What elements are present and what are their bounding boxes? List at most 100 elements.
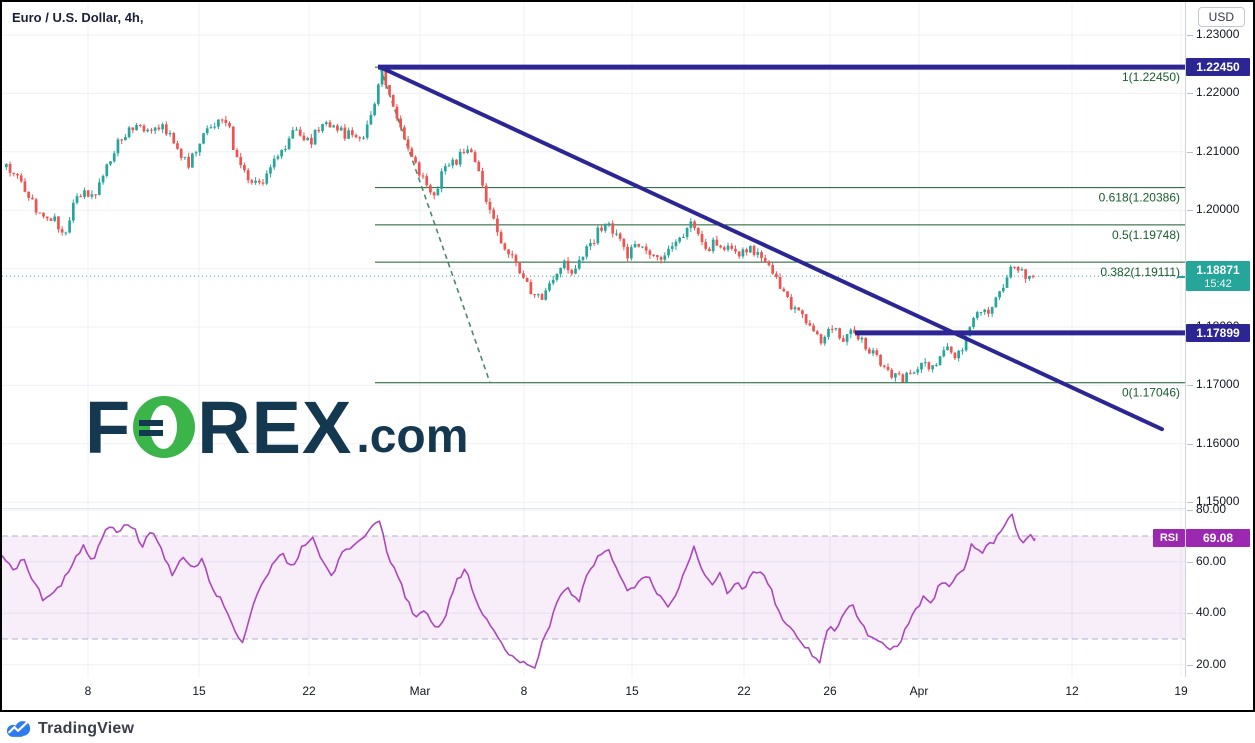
candle-body: [793, 307, 797, 310]
candle-body: [261, 182, 265, 184]
fib-level-label: 1(1.22450): [1122, 70, 1180, 84]
candle-body: [436, 188, 440, 196]
candle-body: [425, 176, 429, 186]
candle-body: [868, 349, 871, 354]
candle-body: [391, 94, 395, 107]
candle-body: [722, 247, 726, 250]
candle-body: [949, 346, 953, 353]
candle-body: [57, 216, 60, 230]
candle-body: [533, 294, 536, 296]
candle-body: [659, 257, 663, 260]
candle-body: [276, 156, 280, 159]
candle-body: [172, 133, 176, 144]
candle-body: [86, 190, 90, 197]
candle-body: [1028, 275, 1031, 279]
candle-body: [380, 68, 384, 85]
candle-body: [804, 314, 808, 324]
candle-body: [678, 237, 682, 242]
symbol-title: Euro / U.S. Dollar, 4h,: [12, 10, 144, 25]
candle-body: [596, 227, 600, 244]
candle-body: [354, 135, 358, 138]
last-price-value: 1.18871: [1196, 263, 1240, 278]
candle-body: [938, 356, 942, 365]
time-tick-label: Apr: [909, 684, 929, 698]
candle-body: [823, 336, 827, 344]
candle-body: [827, 328, 830, 337]
candle-body: [946, 346, 949, 351]
panel-separator[interactable]: [2, 508, 1253, 509]
candle-body: [217, 119, 220, 127]
candle-body: [120, 139, 124, 141]
candle-body: [127, 127, 131, 138]
candle-body: [879, 354, 882, 366]
candle-body: [213, 126, 217, 128]
candle-body: [310, 137, 313, 145]
candle-body: [700, 234, 704, 242]
candle-body: [819, 334, 823, 344]
candle-body: [875, 350, 879, 355]
candle-body: [191, 153, 194, 168]
candle-body: [250, 180, 254, 183]
candle-body: [711, 239, 715, 252]
rsi-panel-canvas[interactable]: [2, 508, 1185, 677]
candle-body: [514, 255, 518, 263]
candle-body: [983, 309, 987, 313]
rsi-tick-label: 80.00: [1186, 502, 1227, 517]
candle-body: [83, 190, 86, 197]
price-tick-label: 1.21000: [1186, 143, 1240, 158]
candle-body: [350, 130, 354, 136]
candle-body: [265, 173, 269, 184]
candle-body: [559, 268, 562, 274]
candle-body: [626, 246, 629, 259]
candle-body: [808, 323, 812, 326]
candle-body: [257, 180, 261, 183]
time-tick-label: 12: [1065, 684, 1079, 698]
candle-body: [280, 149, 283, 157]
candle-body: [246, 170, 250, 181]
candle-body: [23, 181, 27, 192]
candle-body: [663, 255, 667, 260]
candle-body: [570, 270, 574, 274]
candle-body: [27, 191, 31, 198]
candle-body: [347, 130, 350, 139]
price-tick-label: 1.22000: [1186, 85, 1240, 100]
candle-body: [589, 243, 592, 247]
candle-body: [1016, 267, 1020, 271]
candle-body: [838, 328, 841, 339]
candle-body: [481, 171, 484, 186]
candle-body: [220, 119, 224, 121]
candle-body: [990, 307, 994, 314]
candle-body: [317, 129, 321, 132]
time-axis[interactable]: 8 15 22 Mar 8 15 22 26 Apr 12 19: [2, 677, 1253, 708]
candle-body: [522, 273, 525, 278]
candle-body: [708, 248, 711, 252]
candle-body: [860, 337, 864, 340]
candle-body: [931, 365, 934, 370]
candle-body: [756, 252, 760, 255]
candle-body: [492, 209, 496, 219]
candle-body: [414, 157, 417, 163]
candle-body: [886, 366, 890, 370]
candle-body: [150, 129, 153, 131]
rsi-indicator-label: RSI: [1153, 529, 1185, 548]
candle-body: [871, 350, 875, 354]
candle-body: [291, 130, 295, 139]
currency-toggle-button[interactable]: USD: [1197, 7, 1245, 27]
candle-body: [458, 151, 462, 165]
candle-body: [31, 197, 34, 200]
candle-body: [142, 125, 146, 132]
candle-body: [719, 245, 722, 248]
tradingview-attribution[interactable]: TradingView: [0, 714, 1255, 743]
candle-body: [581, 256, 585, 260]
price-level-badge-high: 1.22450: [1178, 58, 1250, 77]
candle-body: [927, 362, 931, 370]
candle-body: [109, 161, 112, 165]
candle-body: [633, 243, 637, 248]
candle-body: [71, 202, 75, 221]
last-price-badge: 1.18871 15:42: [1178, 261, 1250, 292]
candle-body: [715, 239, 719, 246]
candle-body: [8, 164, 12, 173]
price-chart-canvas[interactable]: 1(1.22450) 0.618(1.20386) 0.5(1.19748) 0.38…: [2, 2, 1185, 508]
candle-body: [135, 125, 138, 131]
candle-body: [603, 223, 607, 231]
